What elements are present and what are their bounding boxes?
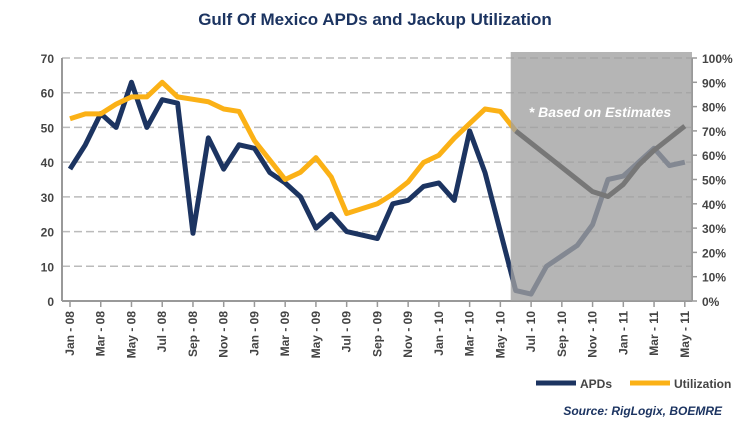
y-left-tick-label: 0: [47, 295, 54, 309]
x-tick-label: Sep - 10: [555, 311, 569, 357]
y-left-tick-label: 70: [41, 52, 55, 66]
x-tick-label: Mar - 10: [463, 311, 477, 357]
y-left-tick-label: 30: [41, 191, 55, 205]
y-left-tick-label: 20: [41, 226, 55, 240]
x-tick-label: Nov - 09: [401, 311, 415, 358]
y-right-tick-label: 10%: [702, 271, 726, 285]
y-right-tick-label: 100%: [702, 52, 733, 66]
y-left-tick-label: 60: [41, 87, 55, 101]
x-tick-label: Sep - 09: [370, 311, 384, 357]
x-tick-label: Jan - 08: [63, 311, 77, 356]
y-right-tick-label: 60%: [702, 149, 726, 163]
y-right-tick-label: 0%: [702, 295, 720, 309]
x-tick-label: Mar - 11: [647, 311, 661, 356]
estimate-region: [510, 52, 692, 301]
x-tick-label: May - 08: [124, 311, 138, 359]
y-right-tick-label: 30%: [702, 222, 726, 236]
x-tick-label: Jul - 08: [155, 311, 169, 353]
chart-title: Gulf Of Mexico APDs and Jackup Utilizati…: [198, 10, 552, 29]
y-right-tick-label: 20%: [702, 246, 726, 260]
legend-label-apds: APDs: [580, 377, 612, 391]
source-note: Source: RigLogix, BOEMRE: [563, 404, 722, 418]
y-right-tick-label: 80%: [702, 101, 726, 115]
y-left-tick-label: 50: [41, 121, 55, 135]
x-tick-label: May - 10: [493, 311, 507, 359]
y-right-tick-label: 40%: [702, 198, 726, 212]
x-tick-label: Jan - 09: [247, 311, 261, 356]
x-tick-label: Jul - 09: [340, 311, 354, 353]
x-tick-label: Sep - 08: [186, 311, 200, 357]
x-tick-label: Nov - 08: [217, 311, 231, 358]
y-left-tick-label: 10: [41, 260, 55, 274]
x-tick-label: Jan - 11: [616, 311, 630, 355]
x-tick-label: Jul - 10: [524, 311, 538, 353]
x-tick-label: May - 11: [678, 311, 692, 358]
y-right-tick-label: 50%: [702, 174, 726, 188]
y-right-tick-label: 90%: [702, 76, 726, 90]
estimate-note: * Based on Estimates: [529, 104, 672, 120]
y-left-tick-label: 40: [41, 156, 55, 170]
x-tick-label: Mar - 08: [94, 311, 108, 357]
y-right-tick-label: 70%: [702, 125, 726, 139]
legend-label-utilization: Utilization: [674, 377, 731, 391]
x-tick-label: Nov - 10: [586, 311, 600, 358]
x-tick-label: May - 09: [309, 311, 323, 359]
x-tick-label: Mar - 09: [278, 311, 292, 357]
series-line-utilization: [69, 79, 518, 217]
series-line-utilization-estimate: [514, 124, 687, 200]
x-tick-label: Jan - 10: [432, 311, 446, 356]
